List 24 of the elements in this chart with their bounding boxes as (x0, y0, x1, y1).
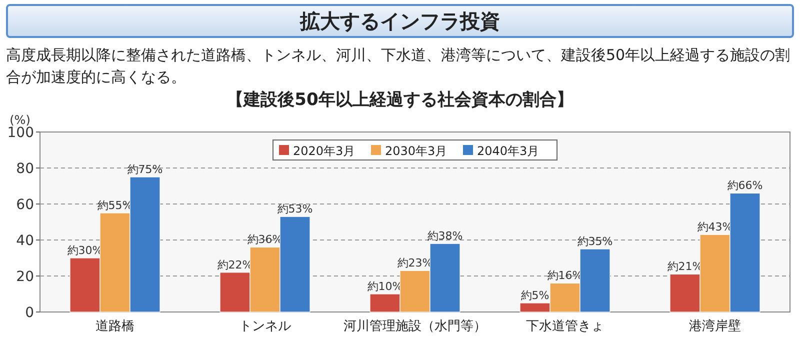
y-tick-label: 80 (16, 161, 34, 177)
legend-label: 2020年3月 (293, 144, 356, 158)
y-axis-title: (%) (10, 113, 30, 127)
x-tick-label: 港湾岸壁 (689, 318, 741, 334)
data-label: 約66% (727, 179, 763, 192)
data-label: 約38% (427, 230, 463, 243)
y-tick-label: 20 (16, 269, 34, 285)
x-tick-label: 下水道管きょ (526, 319, 604, 334)
data-label: 約5% (520, 289, 550, 302)
data-label: 約75% (127, 163, 163, 176)
subtitle: 高度成長期以降に整備された道路橋、トンネル、河川、下水道、港湾等について、建設後50年以上経過する施設の割合が加速度的に高くなる。 (6, 45, 792, 88)
x-tick-label: トンネル (239, 319, 291, 334)
data-label: 約35% (577, 235, 613, 248)
legend-label: 2040年3月 (477, 144, 540, 158)
annotation: 【建設後50年以上経過する社会資本の割合】 (226, 90, 574, 110)
y-tick-label: 60 (16, 197, 34, 213)
x-tick-label: 道路橋 (96, 319, 134, 334)
data-label: 約53% (277, 202, 313, 216)
y-tick-label: 0 (25, 305, 34, 321)
y-tick-label: 40 (16, 233, 34, 249)
x-tick-label: 河川管理施設（水門等） (344, 319, 486, 334)
legend-label: 2030年3月 (385, 144, 448, 158)
title: 拡大するインフラ投資 (6, 4, 794, 38)
y-tick-label: 100 (7, 125, 34, 141)
